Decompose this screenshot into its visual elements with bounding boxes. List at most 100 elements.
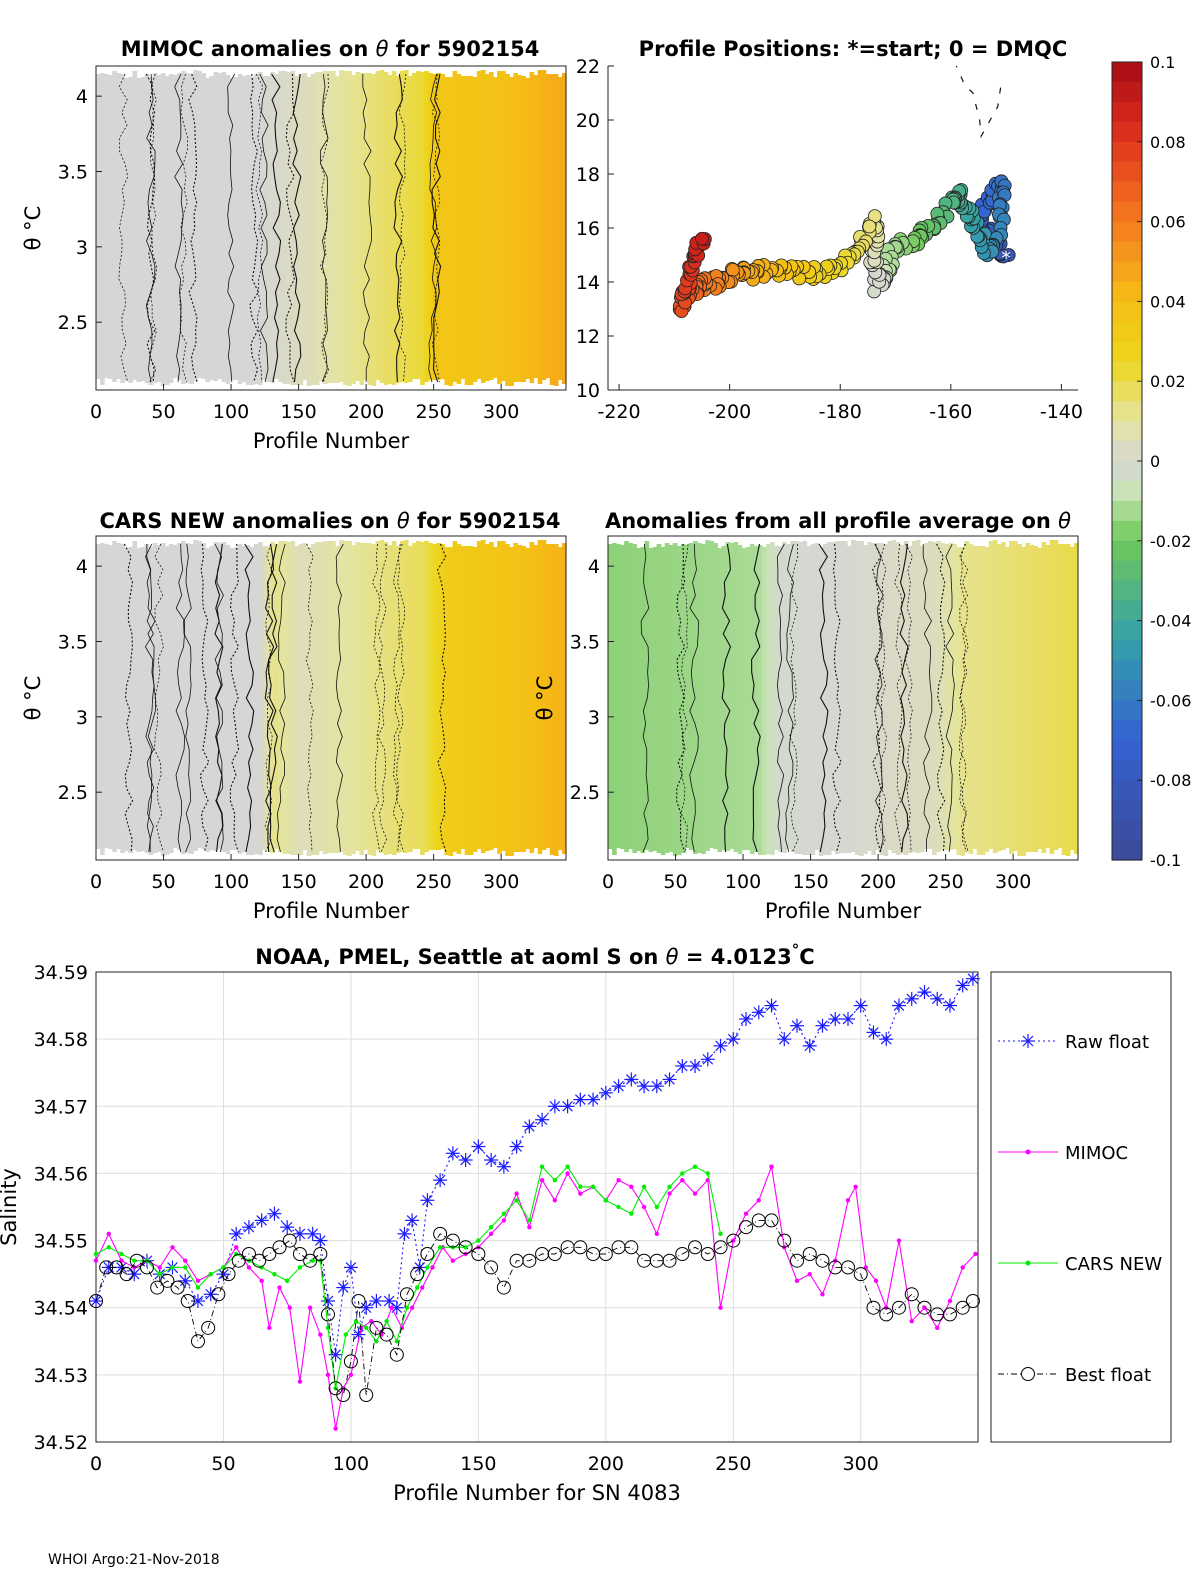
data-marker [170, 1280, 185, 1295]
chart-title: NOAA, PMEL, Seattle at aoml S on θ = 4.0… [255, 941, 814, 969]
y-axis-label: θ °C [533, 676, 557, 721]
heat-cell [924, 543, 929, 849]
data-marker [170, 1245, 175, 1250]
series-line [95, 1219, 974, 1396]
heat-cell [956, 547, 962, 855]
data-marker [829, 1013, 841, 1025]
heat-cell [412, 543, 417, 849]
contour-line [214, 543, 224, 853]
data-marker [267, 1325, 272, 1331]
data-marker [389, 1305, 394, 1310]
colorbar-cell [1112, 221, 1142, 243]
y-tick-label: 2.5 [58, 312, 88, 334]
data-marker [351, 1294, 366, 1308]
heat-cell [128, 547, 134, 853]
x-tick-label: 150 [460, 1453, 496, 1475]
x-tick-label: 150 [792, 871, 828, 893]
data-marker [965, 1294, 980, 1308]
data-marker [384, 1318, 389, 1324]
y-tick-label: 34.57 [34, 1096, 88, 1118]
heat-cell [493, 547, 498, 848]
contour-line [959, 543, 968, 853]
heat-cell [729, 543, 735, 849]
x-tick-label: 200 [348, 401, 384, 423]
heat-cell [517, 75, 523, 382]
data-marker [578, 1191, 583, 1196]
data-marker [753, 1006, 765, 1018]
data-marker [337, 1282, 349, 1293]
heat-cell [545, 544, 551, 848]
heat-cell [887, 541, 893, 850]
heat-cell [745, 547, 751, 850]
colorbar-cell [1112, 321, 1142, 342]
heat-cell [737, 545, 743, 854]
colorbar-cell [1112, 341, 1142, 362]
data-marker [139, 1260, 154, 1275]
heat-cell [213, 72, 219, 381]
heat-cell [108, 75, 113, 379]
contour-line [362, 74, 372, 382]
data-marker [414, 1285, 420, 1290]
heat-cell [140, 77, 146, 381]
data-marker [160, 1273, 175, 1288]
heat-cell [624, 541, 629, 852]
x-tick-label: 250 [715, 1453, 751, 1475]
heat-cell [988, 541, 994, 849]
data-marker [688, 1240, 703, 1255]
data-marker [769, 1164, 774, 1169]
heat-cell [867, 542, 872, 851]
colorbar-cell [1112, 560, 1142, 582]
heat-cell [363, 543, 369, 850]
heat-cell [818, 547, 824, 856]
series-raw-float [89, 971, 980, 1362]
contour-line [899, 543, 909, 853]
data-marker [840, 1260, 855, 1275]
heat-cell [399, 71, 405, 382]
heat-cell [424, 541, 429, 852]
heat-cell [656, 544, 662, 853]
heat-cell [628, 543, 633, 849]
legend-label: MIMOC [1065, 1143, 1128, 1164]
heat-cell [302, 543, 308, 850]
heat-cell [282, 541, 288, 854]
heat-cell [1041, 542, 1047, 853]
heat-cell [444, 77, 450, 385]
legend-marker [1025, 1260, 1031, 1266]
heat-cell [335, 76, 340, 383]
x-tick-label: 50 [151, 401, 175, 423]
data-marker [409, 1305, 415, 1310]
heat-cell [193, 70, 198, 381]
y-tick-label: 3 [588, 707, 600, 729]
x-tick-label: 50 [663, 871, 687, 893]
data-marker [960, 1265, 965, 1270]
heat-cell [952, 544, 958, 849]
data-marker [99, 1260, 114, 1275]
data-marker [842, 1013, 854, 1025]
heat-cell [452, 71, 458, 382]
x-tick-label: -160 [929, 401, 972, 423]
colorbar-cell [1112, 780, 1142, 801]
heat-cell [980, 546, 986, 855]
heat-cell [326, 71, 332, 383]
x-tick-label: 0 [602, 871, 614, 893]
data-marker [106, 1245, 111, 1250]
data-marker [552, 1198, 558, 1203]
heat-cell [108, 545, 113, 849]
data-marker [241, 1247, 256, 1261]
heat-cell [359, 543, 365, 855]
legend-label: CARS NEW [1065, 1254, 1162, 1275]
colorbar-cell [1112, 660, 1142, 682]
heat-cell [964, 541, 970, 852]
x-tick-label: 250 [416, 401, 452, 423]
x-tick-label: 50 [151, 871, 175, 893]
heat-cell [112, 541, 117, 852]
heat-cell [428, 73, 433, 380]
data-marker [294, 1228, 306, 1240]
data-marker [259, 1278, 264, 1284]
heat-cell [379, 70, 385, 383]
data-marker [524, 1121, 535, 1132]
data-marker [600, 1087, 612, 1099]
heat-cell [343, 71, 348, 385]
heat-cell [944, 544, 949, 850]
data-marker [314, 1235, 326, 1246]
